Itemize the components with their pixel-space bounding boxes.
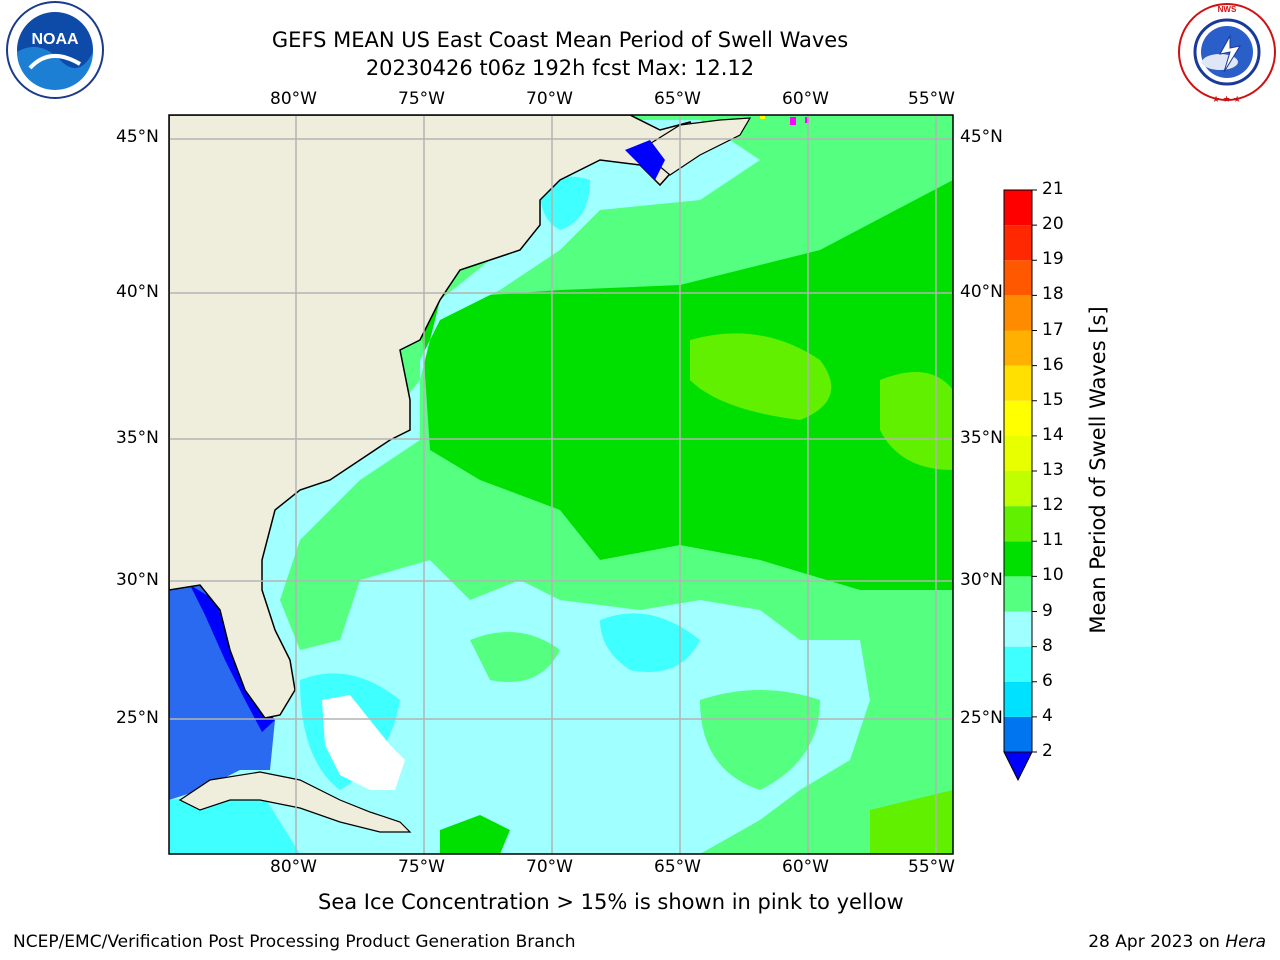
colorbar-segment: [1004, 190, 1032, 226]
svg-text:NWS: NWS: [1218, 5, 1237, 14]
lon-label: 60°W: [782, 857, 829, 877]
lime-period-patch: [880, 372, 953, 470]
colorbar-tick-label: 14: [1042, 424, 1064, 445]
lime-period-patch: [690, 333, 832, 420]
lon-label: 65°W: [654, 89, 701, 109]
colorbar-segment: [1004, 365, 1032, 401]
lat-label: 45°N: [116, 127, 159, 147]
colorbar-under-arrow: [1003, 751, 1033, 782]
lat-label: 25°N: [960, 708, 1003, 728]
lat-label: 45°N: [960, 127, 1003, 147]
colorbar-segment: [1004, 506, 1032, 542]
sea-ice-marker: [760, 115, 765, 119]
colorbar: [1003, 189, 1037, 782]
colorbar-tick-label: 19: [1042, 249, 1064, 270]
gulf-of-mexico-low-period: [169, 580, 275, 800]
lon-label: 70°W: [526, 89, 573, 109]
colorbar-tick-label: 2: [1042, 741, 1053, 761]
lat-label: 30°N: [960, 570, 1003, 590]
light-green-patch: [700, 690, 820, 790]
lat-label: 30°N: [116, 570, 159, 590]
colorbar-segment: [1004, 646, 1032, 682]
nws-logo: NWS ★ ★ ★: [1178, 3, 1276, 104]
land-cuba: [178, 771, 412, 833]
sea-ice-note: Sea Ice Concentration > 15% is shown in …: [318, 890, 904, 914]
map-frame: [168, 114, 954, 855]
bay-of-fundy: [625, 140, 665, 180]
footer-date-text: 28 Apr 2023 on: [1088, 932, 1220, 952]
sea-ice-marker: [805, 117, 809, 123]
colorbar-segment: [1004, 295, 1032, 331]
light-green-patch: [470, 632, 560, 682]
colorbar-tick-label: 21: [1042, 179, 1064, 199]
colorbar-tick-label: 16: [1042, 354, 1064, 375]
colorbar-segment: [1004, 541, 1032, 577]
colorbar-segment: [1004, 716, 1032, 752]
lat-label: 40°N: [960, 282, 1003, 302]
colorbar-tick-label: 18: [1042, 284, 1064, 305]
lime-period-patch: [870, 790, 953, 854]
colorbar-segment: [1004, 400, 1032, 436]
colorbar-segment: [1004, 681, 1032, 717]
footer-machine: Hera: [1225, 932, 1266, 952]
colorbar-segment: [1004, 471, 1032, 507]
lon-label: 65°W: [654, 857, 701, 877]
colorbar-tick-label: 6: [1042, 670, 1053, 691]
colorbar-tick-label: 13: [1042, 460, 1064, 480]
lon-label: 80°W: [270, 857, 317, 877]
lon-label: 55°W: [908, 89, 955, 109]
colorbar-segment: [1004, 260, 1032, 296]
colorbar-tick-label: 4: [1042, 705, 1053, 726]
lat-label: 40°N: [116, 282, 159, 302]
colorbar-segment: [1004, 330, 1032, 366]
lon-label: 75°W: [398, 89, 445, 109]
light-cyan-period-zone: [169, 120, 870, 854]
colorbar-segment: [1004, 576, 1032, 612]
light-green-patch: [330, 510, 420, 560]
graticule: [169, 115, 953, 854]
footer-branch: NCEP/EMC/Verification Post Processing Pr…: [13, 932, 576, 952]
lat-label: 25°N: [116, 708, 159, 728]
colorbar-segment: [1004, 435, 1032, 471]
colorbar-tick-label: 9: [1042, 600, 1053, 621]
colorbar-segment: [1004, 225, 1032, 261]
colorbar-tick-label: 17: [1042, 319, 1064, 340]
footer-date: 28 Apr 2023 on Hera: [1088, 932, 1266, 952]
lat-label: 35°N: [116, 428, 159, 448]
colorbar-tick-label: 20: [1042, 214, 1064, 235]
lon-label: 80°W: [270, 89, 317, 109]
land-nova-scotia: [638, 117, 752, 176]
colorbar-segment: [1004, 611, 1032, 647]
forecast-subtitle: 20230426 t06z 192h fcst Max: 12.12: [365, 56, 755, 80]
hispaniola-coast: [440, 815, 510, 854]
cyan-period-patch: [600, 613, 700, 672]
colorbar-tick-label: 15: [1042, 389, 1064, 410]
colorbar-tick-label: 12: [1042, 495, 1064, 516]
lon-label: 60°W: [782, 89, 829, 109]
lon-label: 70°W: [526, 857, 573, 877]
noaa-logo: NOAA: [6, 1, 104, 99]
colorbar-label: Mean Period of Swell Waves [s]: [1086, 306, 1110, 634]
svg-text:NOAA: NOAA: [31, 31, 79, 48]
svg-text:★ ★ ★: ★ ★ ★: [1212, 94, 1241, 104]
colorbar-tick-label: 8: [1042, 635, 1053, 656]
green-period-zone: [420, 180, 953, 590]
lon-label: 75°W: [398, 857, 445, 877]
sea-ice-marker: [790, 117, 796, 125]
lon-label: 55°W: [908, 857, 955, 877]
map-title: GEFS MEAN US East Coast Mean Period of S…: [271, 28, 849, 52]
colorbar-tick-label: 10: [1042, 565, 1064, 586]
lat-label: 35°N: [960, 428, 1003, 448]
colorbar-tick-label: 11: [1042, 530, 1064, 551]
